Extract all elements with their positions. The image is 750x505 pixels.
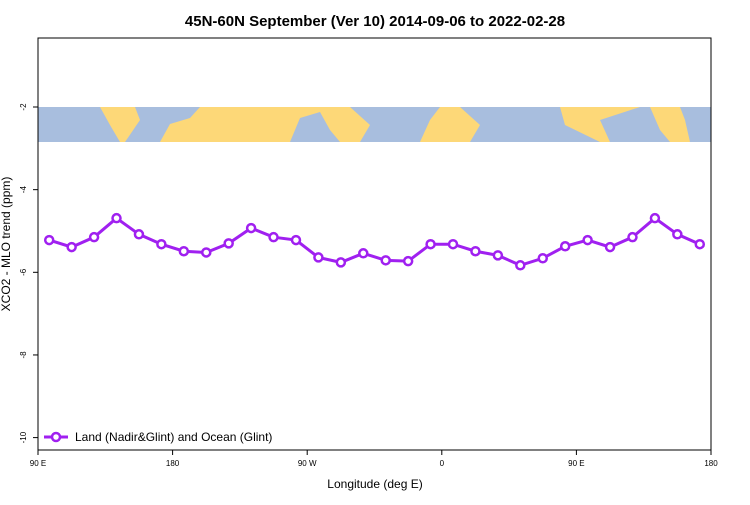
- series-line: [48, 216, 701, 267]
- data-point: [492, 250, 504, 261]
- data-point: [672, 229, 683, 240]
- data-point: [201, 247, 212, 258]
- data-point: [649, 212, 661, 224]
- data-point: [290, 234, 302, 246]
- data-point: [88, 231, 100, 243]
- x-tick-label: 90 W: [298, 459, 317, 468]
- y-axis-label: XCO2 - MLO trend (ppm): [0, 177, 13, 312]
- data-point: [604, 241, 616, 253]
- data-point: [156, 238, 167, 250]
- x-tick-label: 180: [704, 459, 718, 468]
- data-point: [43, 234, 55, 246]
- data-point: [380, 255, 391, 266]
- map-band: [38, 107, 711, 142]
- plot-frame: [37, 37, 712, 451]
- data-point: [313, 252, 324, 263]
- data-point: [425, 238, 436, 250]
- data-point: [627, 231, 638, 243]
- data-point: [470, 245, 481, 257]
- data-point: [358, 248, 369, 259]
- x-tick-label: 90 E: [30, 459, 46, 468]
- data-point: [335, 257, 347, 268]
- data-point: [694, 238, 706, 250]
- data-point: [245, 222, 257, 234]
- data-point: [111, 212, 122, 224]
- x-axis-label: Longitude (deg E): [327, 477, 422, 491]
- data-point: [402, 255, 414, 267]
- legend-label: Land (Nadir&Glint) and Ocean (Glint): [75, 430, 272, 444]
- legend-marker: [50, 431, 62, 443]
- data-point: [66, 241, 77, 253]
- data-point: [582, 234, 593, 246]
- data-point: [559, 241, 571, 252]
- data-point: [223, 238, 234, 249]
- x-tick-label: 0: [440, 459, 445, 468]
- data-point: [178, 245, 190, 257]
- chart-title: 45N-60N September (Ver 10) 2014-09-06 to…: [185, 13, 565, 30]
- y-tick-label: -6: [19, 268, 28, 276]
- x-tick-label: 180: [166, 459, 180, 468]
- y-tick-label: -8: [19, 351, 28, 359]
- data-point: [447, 238, 459, 250]
- y-tick-label: -10: [19, 431, 28, 443]
- data-point: [133, 229, 145, 240]
- x-tick-label: 90 E: [568, 459, 584, 468]
- data-point: [268, 231, 279, 243]
- data-point: [515, 260, 526, 271]
- data-point: [537, 253, 548, 264]
- y-tick-label: -2: [19, 103, 28, 111]
- y-tick-label: -4: [19, 186, 28, 194]
